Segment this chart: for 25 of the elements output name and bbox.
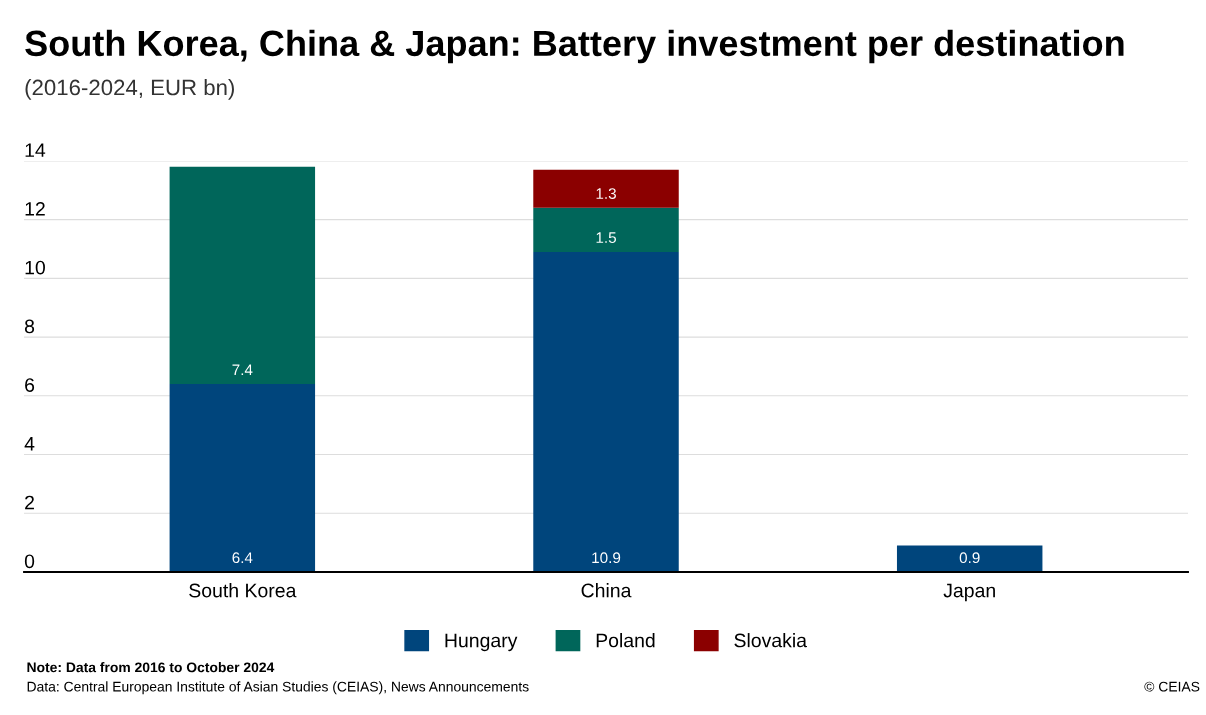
data-label: 1.5: [596, 232, 616, 244]
data-label: 7.4: [232, 364, 253, 376]
data-label: 0.9: [959, 552, 980, 564]
y-tick-label: 12: [25, 201, 45, 216]
legend-label: Poland: [596, 633, 655, 648]
data-label: 6.4: [232, 552, 253, 564]
x-tick-label: China: [581, 583, 632, 598]
y-tick-label: 10: [25, 260, 45, 275]
x-tick-label: Japan: [943, 583, 995, 602]
data-label: 1.3: [596, 188, 616, 199]
chart-subtitle: (2016-2024, EUR bn): [25, 79, 234, 100]
y-tick-label: 4: [24, 437, 35, 451]
chart-title: South Korea, China & Japan: Battery investment per destination: [25, 29, 1124, 64]
data-label: 10.9: [592, 552, 621, 564]
y-tick-label: 14: [25, 143, 46, 157]
legend-label: Slovakia: [734, 633, 807, 648]
legend-label: Hungary: [445, 633, 518, 652]
x-tick-label: South Korea: [189, 583, 297, 598]
text: Data: Central European Institute of Asian Studies (CEIAS), News Announcements: [27, 681, 529, 695]
y-tick-label: 6: [25, 378, 35, 392]
text: © CEIAS: [1144, 681, 1200, 692]
y-tick-label: 0: [24, 554, 35, 569]
y-tick-label: 8: [24, 319, 35, 334]
text: Note: Data from 2016 to October 2024: [27, 662, 275, 673]
y-tick-label: 2: [25, 495, 34, 510]
